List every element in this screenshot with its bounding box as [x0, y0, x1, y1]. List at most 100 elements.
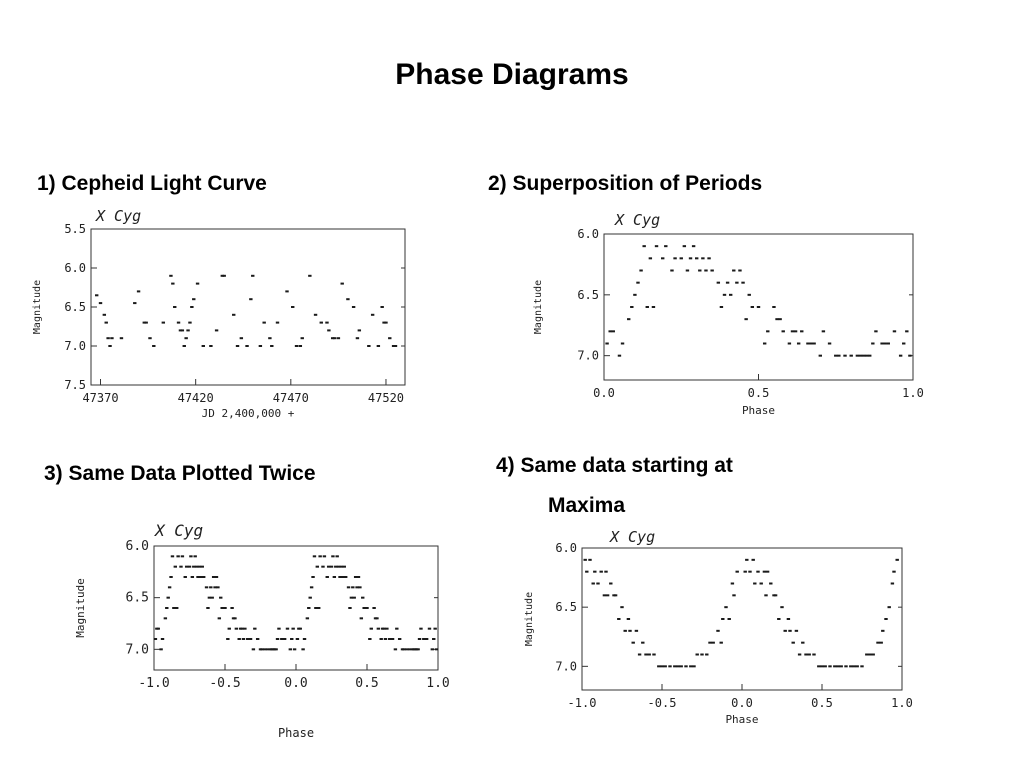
data-point [858, 354, 863, 357]
data-point [750, 306, 755, 308]
data-point [209, 345, 213, 347]
data-point [322, 555, 327, 558]
data-point [743, 570, 747, 573]
slide-title: Phase Diagrams [395, 58, 629, 91]
data-point [705, 653, 709, 656]
data-point [187, 565, 192, 568]
data-point [661, 257, 665, 260]
data-point [722, 293, 727, 296]
data-point [95, 294, 99, 297]
data-point [344, 576, 348, 578]
data-point [719, 641, 723, 644]
data-point [695, 653, 699, 656]
data-point [663, 665, 667, 668]
data-point [351, 306, 356, 308]
data-point [194, 565, 199, 568]
data-point [305, 617, 310, 620]
x-tick-label: -0.5 [209, 676, 240, 691]
data-point [741, 281, 745, 284]
data-point [670, 269, 674, 272]
data-point [641, 641, 645, 644]
data-point [611, 330, 615, 333]
data-point [210, 596, 214, 599]
chart-title: X Cyg [154, 521, 203, 540]
data-point [701, 257, 705, 260]
data-point [327, 329, 331, 332]
data-point [427, 627, 432, 630]
data-point [172, 607, 176, 609]
data-point [433, 627, 437, 630]
data-point [301, 648, 305, 651]
data-point [626, 618, 631, 620]
data-point [883, 342, 887, 345]
data-point [591, 582, 595, 585]
data-point [274, 648, 278, 651]
data-point [285, 627, 290, 630]
data-point [772, 306, 776, 308]
data-point [644, 653, 648, 656]
data-point [166, 596, 170, 599]
data-point [368, 638, 372, 640]
data-point [756, 570, 760, 573]
data-point [738, 269, 742, 272]
data-point [855, 354, 860, 357]
data-point [326, 565, 331, 568]
data-point [416, 648, 420, 651]
data-point [332, 576, 337, 578]
data-point [207, 596, 212, 599]
data-point [179, 565, 183, 568]
data-point [136, 290, 141, 293]
data-point [184, 565, 189, 568]
x-tick-label: 0.5 [811, 696, 833, 710]
data-point [735, 570, 739, 573]
y-tick-label: 6.5 [555, 600, 577, 614]
data-point [355, 586, 359, 589]
data-point [648, 257, 653, 260]
data-point [216, 586, 220, 589]
data-point [834, 354, 838, 357]
data-point [169, 576, 173, 578]
data-point [336, 337, 341, 340]
chart-superposition: 6.0 6.5 7.0 0.0 0.5 1.0 X Cyg Phase Magnitude [533, 211, 924, 417]
caption-superposition: 2) Superposition of Periods [488, 172, 763, 195]
x-tick-label: -1.0 [138, 676, 169, 691]
data-point [200, 565, 204, 568]
data-point [630, 306, 634, 308]
x-tick-label: 1.0 [426, 676, 449, 691]
data-point [716, 281, 721, 284]
data-point [812, 653, 816, 656]
data-point [294, 345, 299, 347]
data-point [248, 638, 253, 640]
data-point [227, 627, 231, 630]
data-point [689, 665, 693, 668]
data-point [660, 665, 664, 668]
data-point [362, 607, 366, 609]
data-point [849, 354, 853, 357]
data-point [652, 653, 656, 656]
data-point [402, 648, 406, 651]
data-point [801, 641, 805, 644]
data-point [762, 570, 767, 573]
caption-plotted-twice: 3) Same Data Plotted Twice [44, 462, 316, 485]
data-point [645, 306, 649, 308]
data-point [892, 570, 896, 573]
data-point [777, 618, 781, 620]
data-point [695, 257, 699, 260]
data-point [898, 354, 903, 357]
data-point [234, 627, 239, 630]
y-tick-label: 7.0 [577, 349, 599, 363]
data-point [876, 641, 880, 644]
y-tick-label: 6.5 [577, 288, 599, 302]
data-point [605, 594, 610, 597]
data-point [818, 354, 822, 357]
data-point [160, 638, 165, 640]
data-point [395, 627, 399, 630]
data-point [871, 342, 875, 345]
data-point [583, 558, 587, 561]
data-point [748, 570, 752, 573]
x-axis-label: Phase [742, 404, 775, 417]
x-tick-label: 1.0 [902, 386, 924, 400]
data-point [239, 337, 244, 340]
data-point [197, 565, 202, 568]
data-point [325, 321, 329, 324]
